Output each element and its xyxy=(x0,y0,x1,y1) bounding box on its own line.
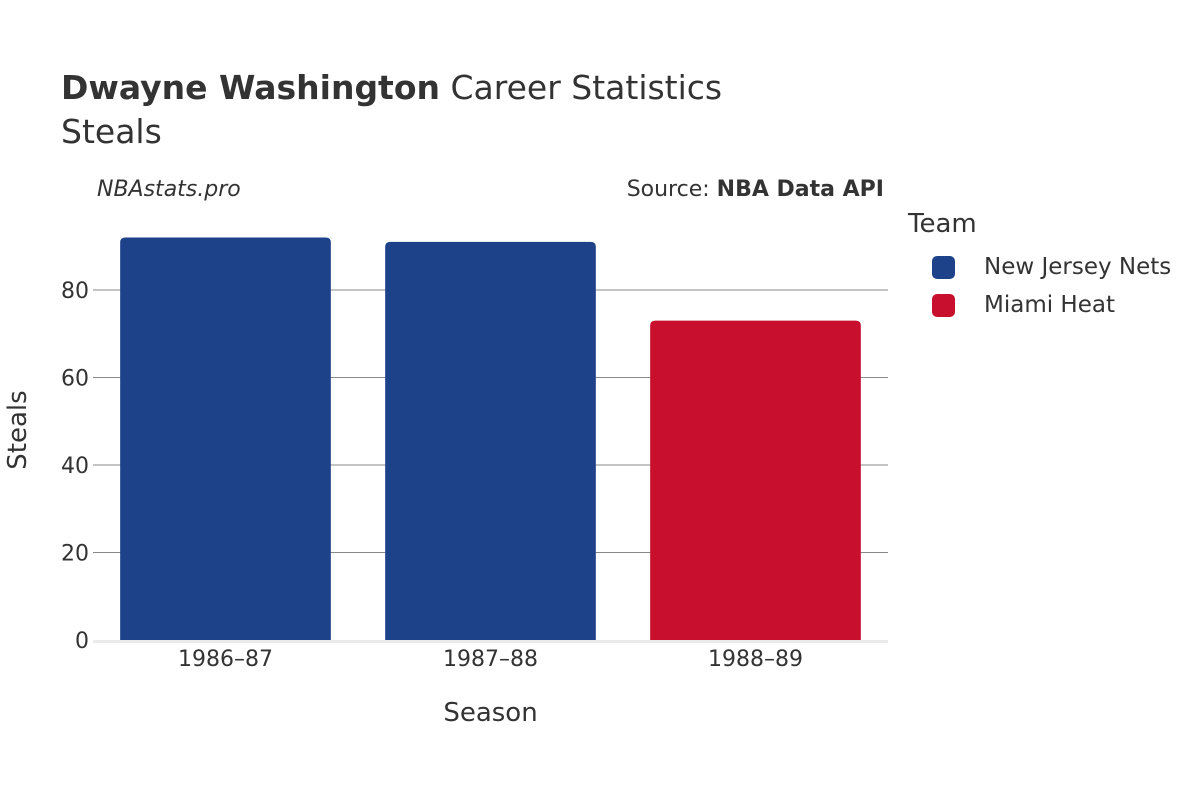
title-rest: Career Statistics xyxy=(440,68,723,107)
legend-swatch-nets xyxy=(932,255,955,279)
y-tick-label: 80 xyxy=(61,279,89,304)
x-tick-labels: 1986–87 1987–88 1988–89 xyxy=(178,647,803,672)
y-tick-label: 0 xyxy=(75,629,89,654)
source-prefix: Source: xyxy=(626,177,717,202)
y-tick-labels: 0 20 40 60 80 xyxy=(61,279,89,654)
source-credit: Source: NBA Data API xyxy=(627,177,884,202)
y-tick-label: 40 xyxy=(61,454,89,479)
chart-subtitle: Steals xyxy=(61,112,162,151)
legend-label: New Jersey Nets xyxy=(984,254,1172,280)
bar-new-jersey-nets-1987–88[interactable] xyxy=(385,241,596,640)
x-tick-label: 1986–87 xyxy=(178,647,273,672)
legend-label: Miami Heat xyxy=(984,292,1115,318)
bars-group xyxy=(120,237,861,641)
y-tick-label: 20 xyxy=(61,542,89,567)
chart-title: Dwayne Washington Career Statistics xyxy=(61,66,722,110)
legend-swatch-heat xyxy=(932,293,955,317)
legend-item-miami-heat[interactable]: Miami Heat xyxy=(932,292,1115,318)
legend-item-new-jersey-nets[interactable]: New Jersey Nets xyxy=(932,254,1171,280)
y-axis-label: Steals xyxy=(3,390,33,469)
y-tick-label: 60 xyxy=(61,367,89,392)
bar-new-jersey-nets-1986–87[interactable] xyxy=(120,237,331,641)
x-axis-label: Season xyxy=(443,698,537,728)
source-name: NBA Data API xyxy=(716,177,884,202)
watermark: NBAstats.pro xyxy=(97,177,241,202)
legend-title: Team xyxy=(908,209,977,239)
title-player-name: Dwayne Washington xyxy=(61,68,441,107)
bar-miami-heat-1988–89[interactable] xyxy=(650,320,861,640)
x-tick-label: 1988–89 xyxy=(708,647,803,672)
x-tick-label: 1987–88 xyxy=(443,647,538,672)
